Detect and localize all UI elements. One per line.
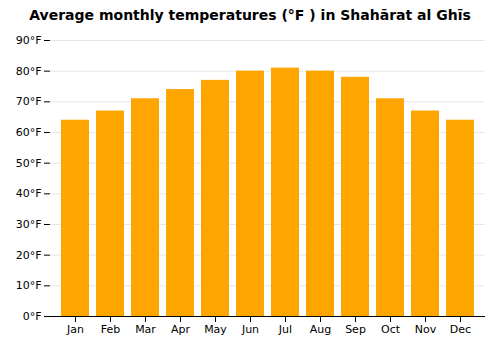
svg-text:Sep: Sep xyxy=(345,323,366,336)
svg-text:Oct: Oct xyxy=(381,323,401,336)
svg-text:40°F: 40°F xyxy=(16,187,42,200)
html-text:Average monthly temperatures (: Average monthly temperatures (°F ) in Sh… xyxy=(29,7,471,23)
svg-text:90°F: 90°F xyxy=(16,34,42,47)
svg-text:50°F: 50°F xyxy=(16,157,42,170)
svg-text:Nov: Nov xyxy=(415,323,437,336)
svg-text:Jul: Jul xyxy=(278,323,292,336)
svg-text:Aug: Aug xyxy=(310,323,331,336)
svg-text:60°F: 60°F xyxy=(16,126,42,139)
svg-text:Jun: Jun xyxy=(241,323,259,336)
svg-text:May: May xyxy=(204,323,227,336)
svg-text:Dec: Dec xyxy=(450,323,471,336)
svg-text:80°F: 80°F xyxy=(16,65,42,78)
svg-text:30°F: 30°F xyxy=(16,218,42,231)
svg-text:20°F: 20°F xyxy=(16,249,42,262)
svg-text:0°F: 0°F xyxy=(23,310,42,323)
svg-text:Mar: Mar xyxy=(135,323,156,336)
svg-text:Apr: Apr xyxy=(171,323,191,336)
svg-text:Feb: Feb xyxy=(101,323,120,336)
svg-text:70°F: 70°F xyxy=(16,95,42,108)
svg-text:10°F: 10°F xyxy=(16,279,42,292)
svg-text:Jan: Jan xyxy=(66,323,84,336)
